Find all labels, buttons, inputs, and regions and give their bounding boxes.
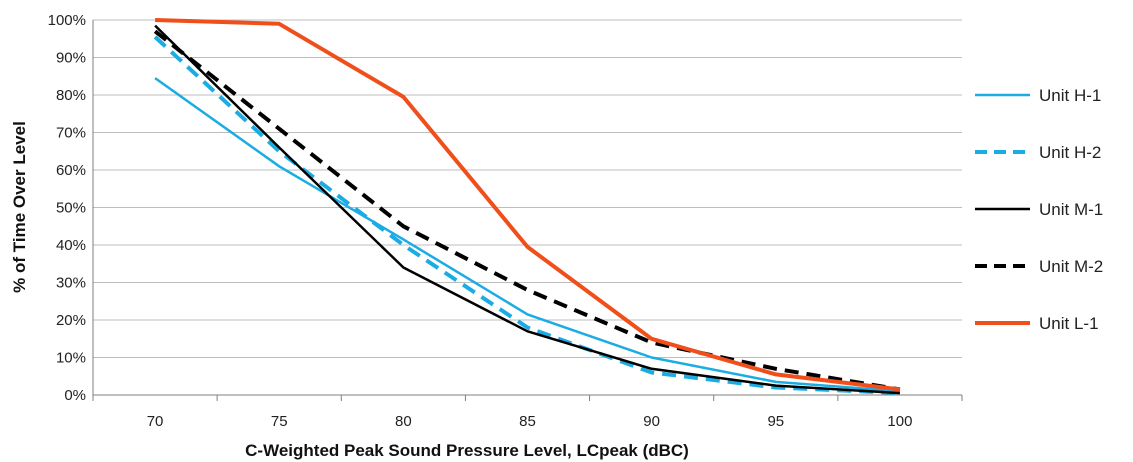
y-tick-label: 60% [56, 162, 86, 179]
legend-label: Unit H-1 [1039, 86, 1101, 105]
y-tick-label: 10% [56, 350, 86, 367]
x-tick-label: 100 [887, 413, 912, 430]
legend-label: Unit H-2 [1039, 143, 1101, 162]
series-line-unit-l-1 [155, 20, 900, 389]
y-tick-label: 50% [56, 200, 86, 217]
x-tick-label: 95 [767, 413, 784, 430]
y-tick-label: 70% [56, 125, 86, 142]
x-tick-label: 85 [519, 413, 536, 430]
y-axis-title: % of Time Over Level [10, 121, 29, 293]
legend: Unit H-1 Unit H-2 Unit M-1 Unit M-2 Unit L-1 [975, 86, 1103, 333]
x-tick-label: 75 [271, 413, 288, 430]
x-tick-label: 70 [147, 413, 164, 430]
y-tick-label: 100% [48, 12, 86, 29]
x-tick-label: 80 [395, 413, 412, 430]
series-line-unit-m-1 [155, 26, 900, 394]
y-tick-label: 90% [56, 50, 86, 67]
y-tick-label: 40% [56, 237, 86, 254]
y-tick-label: 80% [56, 87, 86, 104]
series-line-unit-h-2 [155, 37, 900, 393]
x-axis-title: C-Weighted Peak Sound Pressure Level, LC… [245, 441, 689, 460]
y-tick-label: 0% [64, 387, 86, 404]
series-lines [155, 20, 900, 393]
series-line-unit-h-1 [155, 78, 900, 391]
legend-label: Unit M-1 [1039, 200, 1103, 219]
legend-label: Unit L-1 [1039, 314, 1099, 333]
series-line-unit-m-2 [155, 31, 900, 389]
y-tick-label: 20% [56, 312, 86, 329]
grid-lines [93, 20, 962, 395]
x-tick-label: 90 [643, 413, 660, 430]
y-tick-label: 30% [56, 275, 86, 292]
legend-label: Unit M-2 [1039, 257, 1103, 276]
